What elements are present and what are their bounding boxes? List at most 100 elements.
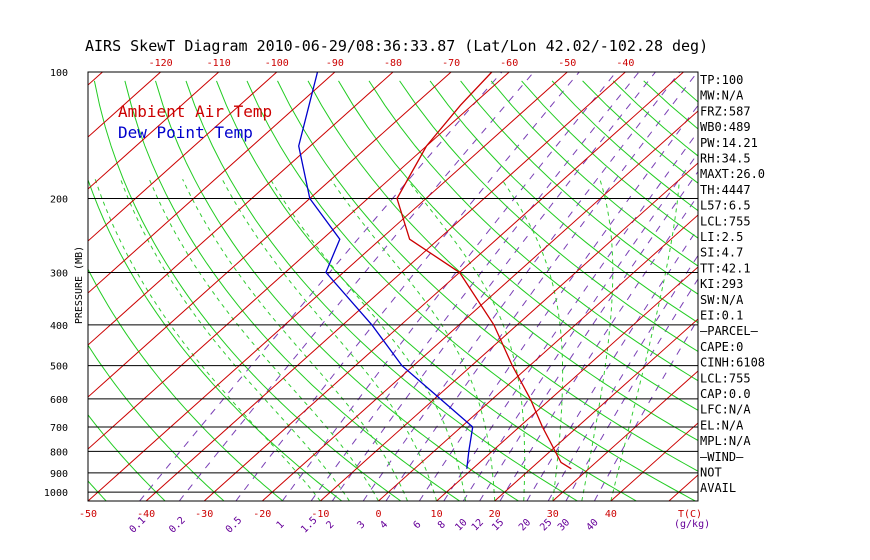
isotherm-line <box>88 72 278 242</box>
mixing-ratio-line <box>499 194 698 501</box>
bottom-temp-tick-label: 30 <box>547 509 559 520</box>
index-entry: MPL:N/A <box>700 434 751 448</box>
isotherm-line <box>88 72 103 86</box>
index-entry: EI:0.1 <box>700 309 743 323</box>
pressure-tick-label: 700 <box>50 423 68 434</box>
dry-adiabat-line <box>155 80 519 501</box>
pressure-tick-label: 200 <box>50 194 68 205</box>
index-entry: NOT <box>700 466 722 480</box>
index-entry: EL:N/A <box>700 418 744 432</box>
bottom-temp-tick-label: -30 <box>195 509 213 520</box>
mixing-ratio-label: 0.5 <box>224 515 245 536</box>
mixing-ratio-label: 6 <box>412 519 424 531</box>
moist-adiabat-line <box>120 179 350 501</box>
mixing-ratio-label: 12 <box>470 517 486 533</box>
dry-adiabat-line <box>277 80 698 472</box>
moist-adiabat-line <box>182 178 408 501</box>
chart-title: AIRS SkewT Diagram 2010-06-29/08:36:33.8… <box>85 37 708 55</box>
mixing-ratio-label: 0.2 <box>167 515 188 536</box>
bottom-temp-tick-label: -50 <box>79 509 97 520</box>
dry-adiabat-line <box>88 344 225 501</box>
legend-dew-point-temp: Dew Point Temp <box>118 123 253 142</box>
mixing-ratio-label: 4 <box>378 519 390 531</box>
index-entry: MW:N/A <box>700 89 744 103</box>
pressure-tick-label: 900 <box>50 469 68 480</box>
bottom-temp-tick-label: -10 <box>311 509 329 520</box>
moist-adiabat-line <box>148 179 379 501</box>
top-temp-tick-label: -50 <box>558 58 576 69</box>
moist-adiabat-line <box>94 179 321 501</box>
mixing-ratio-line <box>178 72 535 501</box>
top-temp-tick-label: -100 <box>265 58 289 69</box>
mixing-ratio-line <box>139 72 503 501</box>
index-entry: —WIND— <box>700 450 744 464</box>
pressure-tick-label: 400 <box>50 321 68 332</box>
index-entry: SI:4.7 <box>700 246 743 260</box>
mixing-ratio-label: 8 <box>436 519 448 531</box>
isotherm-line <box>494 318 698 501</box>
mixing-ratio-label: 10 <box>453 517 469 533</box>
dry-adiabat-line <box>490 80 698 267</box>
isotherm-line <box>320 162 698 501</box>
isotherm-line <box>0 72 44 501</box>
top-temp-tick-label: -110 <box>207 58 231 69</box>
pressure-tick-label: 800 <box>50 447 68 458</box>
mixing-ratio-label: 2 <box>324 519 336 531</box>
isotherm-line <box>378 214 698 501</box>
mixing-ratio-line <box>310 72 640 501</box>
index-entry: RH:34.5 <box>700 152 751 166</box>
top-temp-tick-label: -60 <box>500 58 518 69</box>
isotherm-line <box>88 72 568 501</box>
moist-adiabat-line <box>610 179 680 501</box>
index-entry: LCL:755 <box>700 371 751 385</box>
moist-adiabat-line <box>581 179 614 501</box>
moist-adiabat-line <box>269 178 467 501</box>
index-entry: TT:42.1 <box>700 261 751 275</box>
pressure-tick-label: 100 <box>50 68 68 79</box>
dry-adiabat-line <box>185 80 578 501</box>
index-entry: MAXT:26.0 <box>700 167 765 181</box>
grid-layer <box>0 72 870 501</box>
isotherm-line <box>88 72 452 398</box>
index-entry: CAP:0.0 <box>700 387 751 401</box>
bottom-temp-tick-label: -20 <box>253 509 271 520</box>
mixing-ratio-line <box>479 170 698 501</box>
plot-frame <box>87 71 699 502</box>
index-entry: PW:14.21 <box>700 136 758 150</box>
isotherm-line <box>145 72 626 501</box>
isotherm-line <box>88 72 336 294</box>
dry-adiabat-line <box>429 80 698 324</box>
top-temp-tick-label: -80 <box>384 58 402 69</box>
mixing-ratio-line <box>462 152 698 501</box>
index-entry: WB0:489 <box>700 120 751 134</box>
isotherm-line <box>203 72 684 501</box>
mixing-ratio-line <box>526 227 698 501</box>
dry-adiabat-line <box>88 268 284 501</box>
index-entry: L57:6.5 <box>700 199 751 213</box>
ambient-air-temp-profile <box>396 72 572 470</box>
y-axis-label: PRESSURE (MB) <box>74 246 85 324</box>
mixing-ratio-line <box>385 72 698 501</box>
index-entry: —PARCEL— <box>700 324 759 338</box>
mixing-ratio-units-label: (g/kg) <box>674 519 710 530</box>
dry-adiabat-line <box>857 81 870 501</box>
top-temp-tick-label: -90 <box>326 58 344 69</box>
bottom-temp-tick-label: 0 <box>375 509 381 520</box>
isotherm-line <box>88 72 510 450</box>
mixing-ratio-label: 1 <box>275 519 287 531</box>
top-temp-tick-label: -70 <box>442 58 460 69</box>
dew-point-profile <box>298 72 474 469</box>
index-entry: SW:N/A <box>700 293 744 307</box>
top-temp-tick-label: -40 <box>616 58 634 69</box>
dry-adiabat-line <box>796 81 870 501</box>
legend-ambient-air-temp: Ambient Air Temp <box>118 102 272 121</box>
dry-adiabat-line <box>460 80 698 295</box>
index-entry: FRZ:587 <box>700 104 751 118</box>
moist-adiabat-line <box>330 178 496 501</box>
index-entry: LCL:755 <box>700 214 751 228</box>
moist-adiabat-line <box>406 178 526 501</box>
index-entry: KI:293 <box>700 277 743 291</box>
index-entry: CAPE:0 <box>700 340 743 354</box>
